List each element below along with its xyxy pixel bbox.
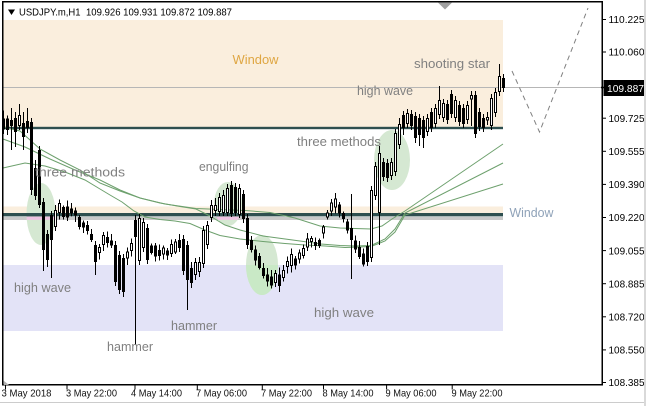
svg-text:110.060: 110.060	[609, 47, 645, 59]
svg-text:7 May 06:00: 7 May 06:00	[196, 388, 247, 400]
svg-text:109.926 109.931 109.872 109.88: 109.926 109.931 109.872 109.887	[86, 6, 232, 18]
svg-text:109.055: 109.055	[609, 245, 645, 257]
svg-text:high wave: high wave	[357, 83, 413, 98]
svg-text:3 May 22:00: 3 May 22:00	[66, 388, 117, 400]
svg-text:engulfing: engulfing	[199, 159, 249, 174]
svg-text:three methods: three methods	[297, 134, 381, 149]
svg-text:7 May 22:00: 7 May 22:00	[261, 388, 312, 400]
svg-text:hammer: hammer	[171, 318, 218, 333]
svg-text:high wave: high wave	[314, 305, 374, 320]
svg-text:109.390: 109.390	[609, 179, 645, 191]
svg-text:hammer: hammer	[107, 339, 154, 354]
svg-text:109.555: 109.555	[609, 146, 645, 158]
svg-text:109.887: 109.887	[607, 83, 644, 95]
svg-text:8 May 14:00: 8 May 14:00	[323, 388, 374, 400]
svg-text:110.225: 110.225	[609, 14, 645, 26]
svg-text:109.725: 109.725	[609, 113, 645, 125]
svg-text:Window: Window	[510, 205, 555, 220]
svg-text:108.550: 108.550	[609, 345, 645, 357]
svg-text:108.885: 108.885	[609, 278, 645, 290]
svg-text:108.385: 108.385	[609, 377, 645, 389]
svg-text:4 May 14:00: 4 May 14:00	[131, 388, 182, 400]
svg-text:3 May 2018: 3 May 2018	[2, 388, 52, 400]
svg-text:Window: Window	[233, 52, 280, 67]
svg-text:USDJPY.m,H1: USDJPY.m,H1	[19, 6, 81, 18]
svg-text:shooting star: shooting star	[414, 56, 491, 71]
svg-text:9 May 06:00: 9 May 06:00	[386, 388, 437, 400]
svg-text:high wave: high wave	[14, 280, 71, 295]
svg-text:109.220: 109.220	[609, 212, 645, 224]
svg-text:9 May 22:00: 9 May 22:00	[452, 388, 503, 400]
svg-text:108.720: 108.720	[609, 312, 645, 324]
svg-text:three methods: three methods	[35, 165, 126, 180]
